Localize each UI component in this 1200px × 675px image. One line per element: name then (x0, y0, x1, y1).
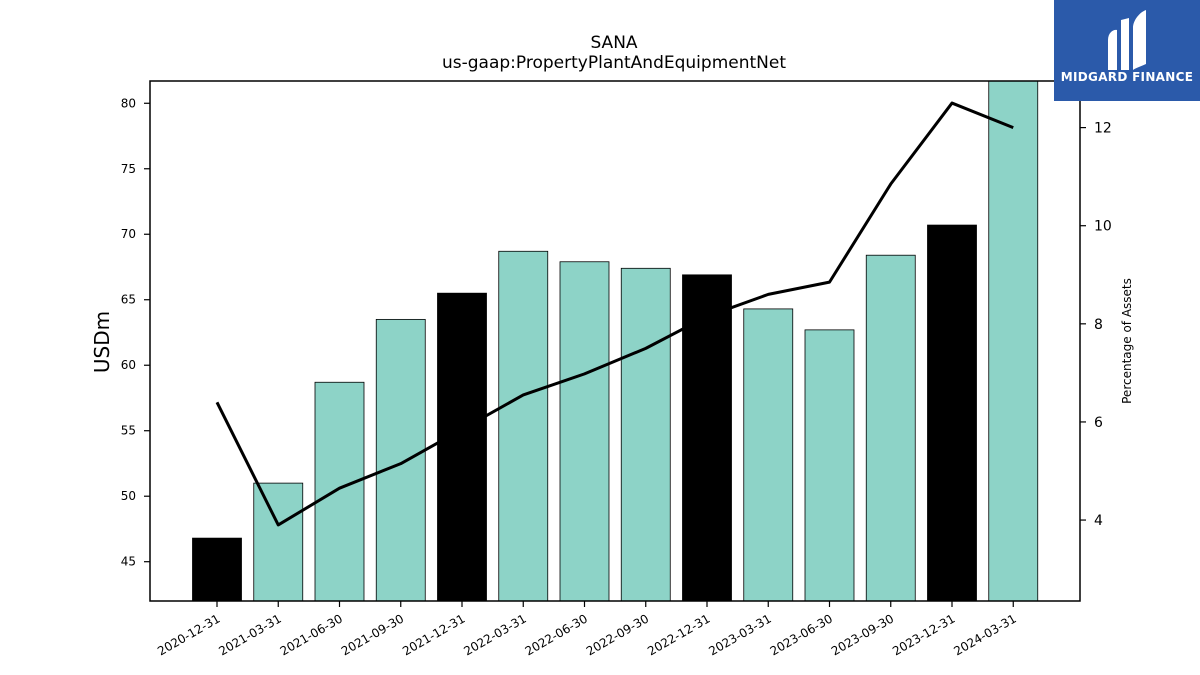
y-axis-label-right: Percentage of Assets (1120, 278, 1134, 404)
midgard-finance-logo: MIDGARD FINANCE (1054, 0, 1200, 101)
bar (253, 482, 304, 602)
plot-frame (149, 80, 1081, 602)
bar (927, 224, 977, 602)
y-tick-label-right: 6 (1094, 415, 1103, 431)
x-tick-label: 2021-09-30 (339, 611, 406, 658)
x-tick-label: 2022-09-30 (584, 611, 651, 658)
y-tick-label-left: 65 (121, 293, 136, 307)
x-tick-label: 2022-12-31 (645, 611, 712, 658)
bar (375, 318, 426, 602)
y-tick-label-left: 75 (121, 162, 136, 176)
x-tick-label: 2021-12-31 (400, 611, 467, 658)
y-tick-label-left: 50 (121, 489, 136, 503)
chart-title: SANA (590, 33, 637, 53)
x-tick-label: 2021-06-30 (278, 611, 345, 658)
y-tick-label-left: 80 (121, 96, 136, 110)
x-tick-label: 2023-03-31 (706, 611, 773, 658)
x-tick-label: 2023-06-30 (768, 611, 835, 658)
percentage-line (215, 101, 1014, 527)
y-tick-label-left: 60 (121, 358, 136, 372)
x-tick-label: 2020-12-31 (155, 611, 222, 658)
bar (559, 261, 610, 602)
x-tick-label: 2024-03-31 (951, 611, 1018, 658)
x-tick-label: 2023-09-30 (829, 611, 896, 658)
bar (988, 80, 1039, 602)
y-tick-label-left: 70 (121, 227, 136, 241)
y-tick-label-right: 10 (1094, 219, 1112, 235)
y-tick-label-right: 12 (1094, 121, 1112, 137)
y-tick-label-left: 45 (121, 555, 136, 569)
bar (620, 267, 671, 602)
x-tick-label: 2022-06-30 (523, 611, 590, 658)
y-tick-label-left: 55 (121, 424, 136, 438)
bar (804, 329, 855, 602)
bar (314, 381, 365, 602)
line-series (215, 101, 1014, 527)
x-tick-label: 2023-12-31 (890, 611, 957, 658)
chart-subtitle: us-gaap:PropertyPlantAndEquipmentNet (442, 53, 786, 73)
logo-text: MIDGARD FINANCE (1061, 70, 1193, 84)
bar (743, 308, 794, 602)
y-axis-label-left: USDm (90, 311, 114, 373)
y-tick-label-right: 4 (1094, 513, 1103, 529)
bar (437, 292, 487, 602)
logo-mark-icon (1108, 10, 1146, 71)
y-tick-label-right: 8 (1094, 317, 1103, 333)
x-tick-label: 2022-03-31 (461, 611, 528, 658)
bar (865, 254, 916, 602)
bar (192, 537, 242, 602)
x-tick-label: 2021-03-31 (216, 611, 283, 658)
bar (498, 250, 549, 602)
bar-series (192, 80, 1039, 602)
